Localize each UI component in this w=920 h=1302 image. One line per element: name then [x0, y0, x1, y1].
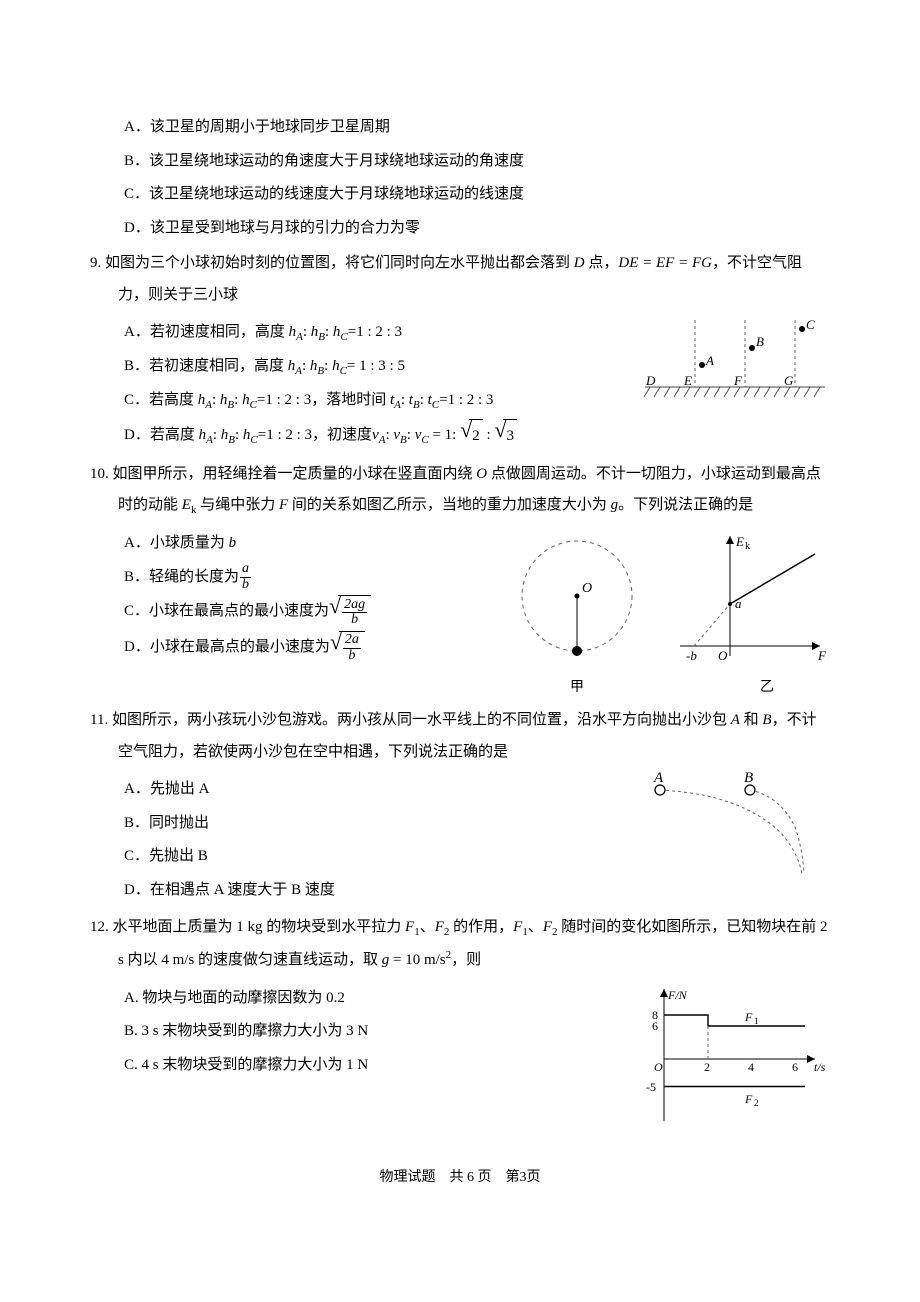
svg-text:A: A — [653, 772, 664, 786]
q8-options: A．该卫星的周期小于地球同步卫星周期 B．该卫星绕地球运动的角速度大于月球绕地球… — [90, 112, 830, 244]
svg-text:t/s: t/s — [814, 1060, 826, 1074]
svg-text:D: D — [645, 373, 656, 388]
svg-text:2: 2 — [754, 1098, 759, 1108]
q11-opt-d: D．在相遇点 A 速度大于 B 速度 — [124, 875, 600, 907]
q11-opt-b: B．同时抛出 — [124, 808, 600, 840]
svg-text:C: C — [806, 317, 815, 332]
q12-svg: F/N t/s 8 6 -5 2 4 6 O F1 F2 — [630, 981, 830, 1131]
svg-text:4: 4 — [748, 1060, 754, 1074]
svg-text:E: E — [683, 373, 692, 388]
svg-text:k: k — [745, 541, 750, 552]
svg-text:G: G — [784, 373, 794, 388]
q9-num: 9. — [90, 255, 105, 271]
q8-opt-a: A．该卫星的周期小于地球同步卫星周期 — [124, 112, 830, 144]
page-footer: 物理试题 共 6 页 第3页 — [90, 1163, 830, 1192]
svg-text:O: O — [718, 648, 728, 663]
svg-text:乙: 乙 — [760, 679, 774, 695]
q11-opt-c: C．先抛出 B — [124, 841, 600, 873]
q10-opt-a: A．小球质量为 b — [124, 528, 482, 560]
q10-opt-b: B．轻绳的长度为ab — [124, 562, 482, 594]
q9-figure: D E F G A B C — [640, 315, 830, 405]
q12-opt-a: A. 物块与地面的动摩擦因数为 0.2 — [124, 983, 610, 1015]
q10-opt-d: D．小球在最高点的最小速度为√2ab — [124, 631, 482, 665]
q9-svg: D E F G A B C — [640, 315, 830, 405]
q9-opt-b: B．若初速度相同，高度 hA: hB: hC= 1 : 3 : 5 — [124, 351, 620, 383]
q10-stem: 10. 如图甲所示，用轻绳拴着一定质量的小球在竖直面内绕 O 点做圆周运动。不计… — [90, 459, 830, 523]
q12-body: A. 物块与地面的动摩擦因数为 0.2 B. 3 s 末物块受到的摩擦力大小为 … — [90, 981, 830, 1131]
svg-text:F/N: F/N — [667, 988, 688, 1002]
q11-num: 11. — [90, 712, 112, 728]
q10-fig2: Ek F O a -b 乙 — [670, 526, 830, 701]
q11-figure: A B — [620, 772, 830, 882]
q9-opt-d: D．若高度 hA: hB: hC=1 : 2 : 3，初速度vA: vB: vC… — [124, 419, 620, 453]
svg-text:B: B — [756, 334, 764, 349]
svg-text:A: A — [705, 353, 714, 368]
svg-text:F: F — [744, 1092, 753, 1106]
q12-opt-c: C. 4 s 末物块受到的摩擦力大小为 1 N — [124, 1050, 610, 1082]
q11-svg: A B — [620, 772, 830, 882]
q12-stem: 12. 水平地面上质量为 1 kg 的物块受到水平拉力 F1、F2 的作用，F1… — [90, 912, 830, 977]
q9-opt-a: A．若初速度相同，高度 hA: hB: hC=1 : 2 : 3 — [124, 317, 620, 349]
svg-text:2: 2 — [704, 1060, 710, 1074]
q9-opt-c: C．若高度 hA: hB: hC=1 : 2 : 3，落地时间 tA: tB: … — [124, 385, 620, 417]
q9-body: A．若初速度相同，高度 hA: hB: hC=1 : 2 : 3 B．若初速度相… — [90, 315, 830, 455]
svg-text:-5: -5 — [646, 1080, 656, 1094]
q8-opt-d: D．该卫星受到地球与月球的引力的合力为零 — [124, 213, 830, 245]
q8-opt-b: B．该卫星绕地球运动的角速度大于月球绕地球运动的角速度 — [124, 146, 830, 178]
svg-text:O: O — [654, 1060, 663, 1074]
svg-text:F: F — [744, 1010, 753, 1024]
q12-figure: F/N t/s 8 6 -5 2 4 6 O F1 F2 — [630, 981, 830, 1131]
svg-text:-b: -b — [686, 648, 697, 663]
q8-opt-c: C．该卫星绕地球运动的线速度大于月球绕地球运动的线速度 — [124, 179, 830, 211]
svg-text:6: 6 — [792, 1060, 798, 1074]
q10-num: 10. — [90, 466, 113, 482]
svg-text:B: B — [744, 772, 753, 786]
q12-opt-b: B. 3 s 末物块受到的摩擦力大小为 3 N — [124, 1016, 610, 1048]
q10-opt-c: C．小球在最高点的最小速度为√2agb — [124, 595, 482, 629]
svg-text:F: F — [817, 648, 827, 663]
svg-text:E: E — [735, 534, 744, 549]
svg-text:O: O — [582, 581, 592, 596]
q12-num: 12. — [90, 919, 113, 935]
svg-text:a: a — [735, 596, 742, 611]
q9-stem: 9. 如图为三个小球初始时刻的位置图，将它们同时向左水平抛出都会落到 D 点，D… — [90, 248, 830, 311]
svg-text:1: 1 — [754, 1016, 759, 1026]
svg-text:甲: 甲 — [570, 680, 584, 695]
q10-body: A．小球质量为 b B．轻绳的长度为ab C．小球在最高点的最小速度为√2agb… — [90, 526, 830, 701]
q11-body: A．先抛出 A B．同时抛出 C．先抛出 B D．在相遇点 A 速度大于 B 速… — [90, 772, 830, 908]
svg-text:F: F — [733, 373, 743, 388]
q11-opt-a: A．先抛出 A — [124, 774, 600, 806]
q10-fig1: O 甲 — [502, 526, 652, 701]
q10-figures: O 甲 Ek F O a -b 乙 — [502, 526, 830, 701]
svg-text:6: 6 — [652, 1019, 658, 1033]
q11-stem: 11. 如图所示，两小孩玩小沙包游戏。两小孩从同一水平线上的不同位置，沿水平方向… — [90, 705, 830, 768]
